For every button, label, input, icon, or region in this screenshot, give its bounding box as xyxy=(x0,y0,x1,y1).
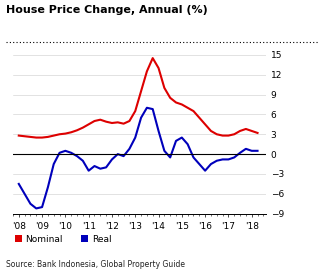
Legend: Nominal, Real: Nominal, Real xyxy=(11,231,115,248)
Text: House Price Change, Annual (%): House Price Change, Annual (%) xyxy=(6,5,208,15)
Text: Source: Bank Indonesia, Global Property Guide: Source: Bank Indonesia, Global Property … xyxy=(6,259,185,269)
